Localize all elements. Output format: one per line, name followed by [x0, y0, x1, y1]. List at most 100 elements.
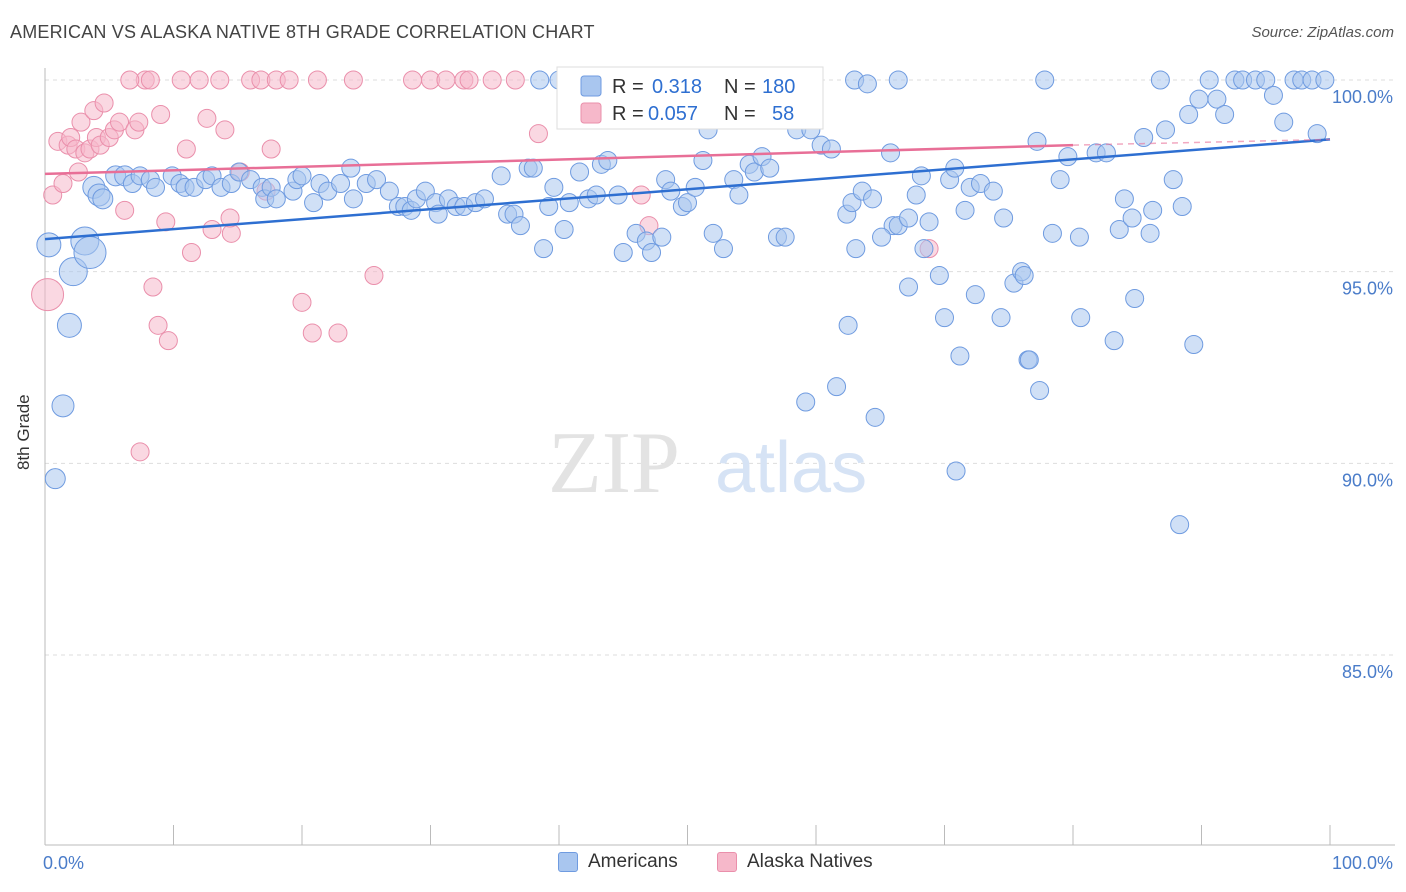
americans-point-61 — [539, 197, 559, 216]
chart-title: AMERICAN VS ALASKA NATIVE 8TH GRADE CORR… — [10, 22, 595, 42]
legend-top: R = 0.318 N = 180 R = 0.057 N = 58 — [556, 66, 824, 130]
americans-point-116 — [983, 181, 1003, 201]
americans-point-57 — [510, 216, 530, 236]
trend-line-americans — [44, 138, 1331, 241]
watermark-atlas: atlas — [715, 428, 867, 508]
americans-point-138 — [1179, 105, 1199, 124]
americans-point-174 — [914, 239, 934, 259]
americans-point-69 — [598, 151, 618, 170]
trend-lines — [44, 138, 1331, 241]
americans-point-137 — [1172, 197, 1192, 216]
americans-point-172 — [946, 461, 966, 481]
americans-point-157 — [838, 315, 858, 335]
americans-point-37 — [341, 158, 361, 178]
americans-point-131 — [1122, 208, 1142, 228]
americans-point-158 — [796, 392, 816, 412]
americans-point-71 — [613, 243, 633, 262]
y-tick-label-3: 85.0% — [1342, 662, 1393, 682]
alaska-natives-point-8 — [71, 112, 91, 132]
alaska-natives-point-23 — [143, 277, 163, 297]
americans-point-41 — [379, 181, 399, 201]
americans-point-9 — [92, 188, 114, 210]
americans-point-139 — [1184, 335, 1204, 354]
americans-point-74 — [642, 243, 662, 262]
americans-point-53 — [474, 189, 494, 209]
legend-r-value-2: 0.057 — [648, 103, 698, 125]
americans-point-136 — [1163, 170, 1183, 190]
americans-point-124 — [1050, 170, 1070, 190]
americans-point-33 — [304, 193, 324, 213]
americans-point-126 — [1069, 227, 1089, 247]
americans-point-121 — [1027, 131, 1047, 151]
y-tick-label-0: 100.0% — [1332, 87, 1393, 107]
americans-point-162 — [935, 308, 954, 328]
americans-point-166 — [1019, 350, 1039, 370]
americans-point-3 — [56, 312, 82, 338]
americans-point-2 — [51, 394, 75, 418]
americans-point-59 — [523, 158, 543, 178]
alaska-natives-point-61 — [220, 208, 240, 228]
americans-point-106 — [899, 208, 919, 228]
americans-point-40 — [367, 170, 387, 190]
americans-point-60 — [534, 239, 554, 259]
alaska-natives-point-0 — [31, 278, 65, 312]
trend-line-alaska-natives — [44, 143, 1074, 176]
americans-point-117 — [994, 208, 1014, 228]
trend-line-alaska-natives-extension — [1072, 138, 1331, 146]
alaska-natives-point-3 — [53, 174, 73, 193]
americans-point-0 — [36, 232, 62, 258]
americans-point-133 — [1143, 200, 1163, 220]
americans-point-176 — [1014, 266, 1034, 285]
americans-point-103 — [881, 143, 901, 163]
americans-point-165 — [991, 308, 1011, 328]
americans-point-135 — [1156, 120, 1176, 140]
alaska-natives-point-58 — [631, 185, 651, 205]
americans-point-38 — [343, 189, 363, 209]
alaska-natives-point-43 — [279, 70, 299, 90]
americans-point-113 — [955, 200, 975, 220]
legend-swatch-americans — [580, 75, 602, 97]
americans-point-148 — [1263, 85, 1283, 105]
americans-point-29 — [266, 189, 286, 209]
americans-point-90 — [760, 158, 780, 178]
watermark-zip: ZIP — [548, 415, 680, 512]
americans-point-154 — [1315, 70, 1335, 90]
series-americans — [36, 70, 1335, 535]
legend-swatch-alaska-natives — [580, 102, 602, 124]
legend-n-value-1: 180 — [762, 76, 795, 98]
americans-point-167 — [1030, 381, 1050, 400]
americans-point-129 — [1109, 220, 1129, 239]
legend-item-alaska-natives[interactable]: Alaska Natives — [717, 851, 873, 873]
americans-point-171 — [1140, 223, 1160, 243]
alaska-natives-point-44 — [292, 292, 312, 312]
americans-point-149 — [1274, 112, 1294, 132]
americans-point-143 — [1215, 105, 1235, 124]
alaska-natives-point-25 — [151, 105, 171, 124]
legend-n-label-1: N = — [724, 76, 756, 98]
alaska-natives-point-17 — [110, 112, 130, 132]
legend-item-americans[interactable]: Americans — [558, 851, 678, 873]
alaska-natives-point-46 — [307, 70, 327, 90]
americans-point-169 — [1104, 331, 1124, 351]
americans-point-168 — [1071, 308, 1091, 328]
alaska-natives-point-22 — [140, 70, 160, 90]
americans-point-62 — [544, 177, 564, 197]
americans-point-141 — [1199, 70, 1219, 90]
americans-point-140 — [1189, 89, 1209, 109]
americans-point-130 — [1114, 189, 1134, 209]
americans-point-6 — [73, 236, 107, 269]
legend-label-alaska-natives: Alaska Natives — [747, 851, 873, 872]
alaska-natives-point-55 — [482, 70, 502, 90]
americans-point-128 — [1096, 143, 1116, 163]
americans-point-123 — [1042, 223, 1062, 243]
x-tick-label-1: 100.0% — [1332, 853, 1393, 873]
americans-point-122 — [1035, 70, 1055, 90]
alaska-natives-point-62 — [120, 70, 140, 90]
americans-point-153 — [1307, 124, 1327, 144]
americans-point-107 — [906, 185, 926, 205]
americans-point-83 — [703, 223, 723, 243]
americans-point-170 — [1125, 289, 1145, 308]
americans-point-65 — [570, 162, 590, 182]
alaska-natives-point-28 — [171, 70, 191, 90]
